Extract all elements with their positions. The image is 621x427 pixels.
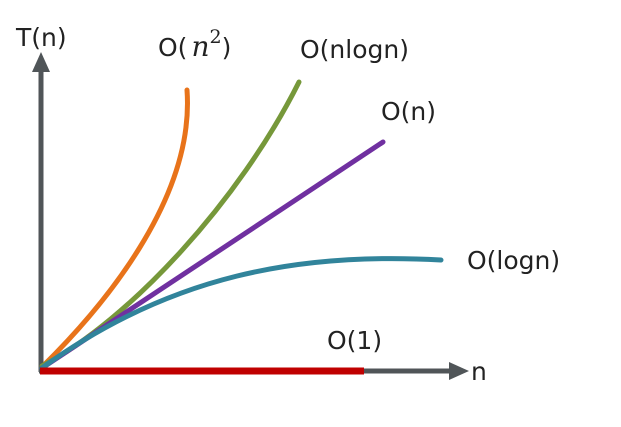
label-linear: O(n) <box>381 97 436 126</box>
y-axis-arrowhead <box>32 52 50 72</box>
label-constant: O(1) <box>327 326 382 355</box>
labels: T(n) n O(n2) O(nlogn) O(n) O(logn) O(1) <box>15 23 560 386</box>
x-axis-arrowhead <box>449 362 469 380</box>
label-quadratic: O(n2) <box>158 26 231 63</box>
curve-quadratic <box>39 87 190 370</box>
label-quadratic-suffix: ) <box>222 33 232 62</box>
label-quadratic-exponent: 2 <box>209 26 221 48</box>
x-axis-label: n <box>471 357 487 386</box>
curve-logn <box>39 256 444 371</box>
label-quadratic-math: n <box>191 30 209 63</box>
curves <box>39 79 444 375</box>
label-quadratic-prefix: O( <box>158 33 187 62</box>
label-logn: O(logn) <box>467 246 560 275</box>
y-axis-label: T(n) <box>15 23 67 52</box>
label-nlogn: O(nlogn) <box>300 35 409 64</box>
